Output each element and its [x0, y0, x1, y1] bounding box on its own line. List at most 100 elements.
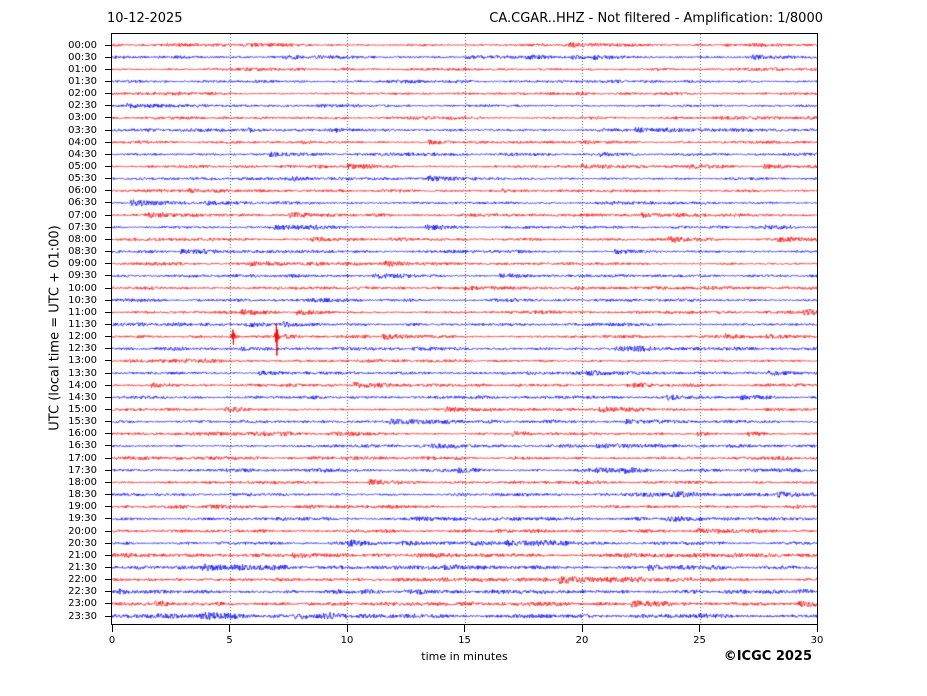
plot-frame: [111, 33, 818, 625]
x-axis-label: time in minutes: [421, 650, 508, 663]
time-tick-label: 13:00: [68, 355, 97, 367]
time-tick-label: 10:00: [68, 282, 97, 294]
x-axis-tick: [816, 625, 818, 632]
time-tick-label: 18:30: [68, 489, 97, 501]
x-tick-label: 20: [575, 635, 589, 646]
time-tick-label: 19:00: [68, 501, 97, 513]
x-axis-tick: [346, 625, 348, 632]
time-tick-label: 16:30: [68, 440, 97, 452]
y-axis-tick: [105, 105, 112, 107]
y-axis-tick: [105, 80, 112, 82]
y-axis-tick: [105, 348, 112, 350]
time-tick-label: 02:00: [68, 88, 97, 100]
time-tick-label: 20:00: [68, 525, 97, 537]
y-axis-tick: [105, 615, 112, 617]
time-tick-label: 00:30: [68, 51, 97, 63]
time-tick-label: 09:00: [68, 258, 97, 270]
y-axis-tick: [105, 579, 112, 581]
y-axis-tick: [105, 166, 112, 167]
time-tick-label: 02:30: [68, 100, 97, 112]
y-axis-tick: [105, 506, 112, 508]
time-tick-label: 18:00: [68, 476, 97, 488]
time-tick-label: 03:00: [68, 112, 97, 124]
y-axis-tick: [105, 518, 112, 520]
time-tick-label: 21:00: [68, 549, 97, 561]
date-title: 10-12-2025: [107, 11, 183, 26]
y-axis-tick: [105, 93, 112, 95]
y-axis-tick: [105, 396, 112, 398]
y-axis-tick: [105, 566, 112, 568]
time-tick-label: 12:00: [68, 331, 97, 343]
time-tick-label: 05:30: [68, 173, 97, 185]
y-axis-tick: [105, 360, 112, 362]
time-tick-label: 22:30: [68, 586, 97, 598]
time-tick-label: 04:00: [68, 136, 97, 148]
time-tick-label: 16:00: [68, 428, 97, 440]
time-tick-label: 20:30: [68, 537, 97, 549]
y-axis-tick: [105, 457, 112, 459]
time-tick-label: 07:00: [68, 209, 97, 221]
time-tick-label: 04:30: [68, 148, 97, 160]
y-axis-tick: [105, 117, 112, 119]
y-axis-tick: [105, 287, 112, 289]
y-axis-tick: [105, 263, 112, 265]
time-tick-label: 08:30: [68, 246, 97, 258]
y-axis-tick: [105, 433, 112, 435]
time-tick-label: 14:30: [68, 391, 97, 403]
time-tick-label: 13:30: [68, 367, 97, 379]
y-axis-tick: [105, 372, 112, 374]
y-axis-tick: [105, 311, 112, 313]
x-axis-tick: [581, 625, 583, 632]
y-axis-tick: [105, 299, 112, 301]
time-tick-label: 07:30: [68, 221, 97, 233]
y-axis-tick: [105, 56, 112, 58]
time-tick-label: 01:30: [68, 75, 97, 87]
y-axis-tick: [105, 530, 112, 532]
x-axis-tick: [111, 625, 113, 632]
y-axis-tick: [105, 178, 112, 180]
y-axis-tick: [105, 190, 112, 192]
y-axis-tick: [105, 445, 112, 447]
y-axis-tick: [105, 214, 112, 216]
y-axis-tick: [105, 494, 112, 496]
plot-title: CA.CGAR..HHZ - Not filtered - Amplificat…: [489, 11, 823, 26]
time-tick-label: 08:00: [68, 233, 97, 245]
y-axis-tick: [105, 44, 112, 46]
y-axis-tick: [105, 202, 112, 204]
y-axis-tick: [105, 603, 112, 605]
time-tick-label: 03:30: [68, 124, 97, 136]
y-axis-tick: [105, 409, 112, 410]
y-axis-tick: [105, 481, 112, 483]
time-tick-label: 11:00: [68, 306, 97, 318]
x-tick-label: 5: [226, 635, 233, 646]
y-axis-tick: [105, 238, 112, 240]
y-axis-tick: [105, 251, 112, 253]
time-tick-label: 15:00: [68, 404, 97, 415]
time-tick-label: 06:00: [68, 185, 97, 197]
time-tick-label: 17:30: [68, 464, 97, 476]
y-axis-tick: [105, 323, 112, 325]
y-axis-tick: [105, 68, 112, 70]
x-tick-label: 15: [458, 635, 471, 646]
y-axis-tick: [105, 591, 112, 593]
time-tick-label: 11:30: [68, 318, 97, 330]
time-tick-label: 06:30: [68, 197, 97, 209]
y-axis-tick: [105, 153, 112, 155]
time-tick-label: 15:30: [68, 416, 97, 428]
x-axis-tick: [464, 625, 465, 632]
time-tick-label: 23:00: [68, 598, 97, 610]
time-tick-label: 12:30: [68, 343, 97, 355]
y-axis-tick: [105, 275, 112, 277]
copyright-label: ©ICGC 2025: [723, 649, 812, 664]
y-axis-tick: [105, 226, 112, 228]
y-axis-tick: [105, 542, 112, 544]
time-tick-label: 23:30: [68, 610, 97, 622]
time-tick-label: 10:30: [68, 294, 97, 306]
time-tick-label: 05:00: [68, 161, 97, 172]
y-axis-tick: [105, 469, 112, 471]
time-tick-label: 09:30: [68, 270, 97, 282]
time-tick-label: 14:00: [68, 379, 97, 391]
y-axis-tick: [105, 554, 112, 556]
x-tick-label: 25: [693, 635, 706, 646]
